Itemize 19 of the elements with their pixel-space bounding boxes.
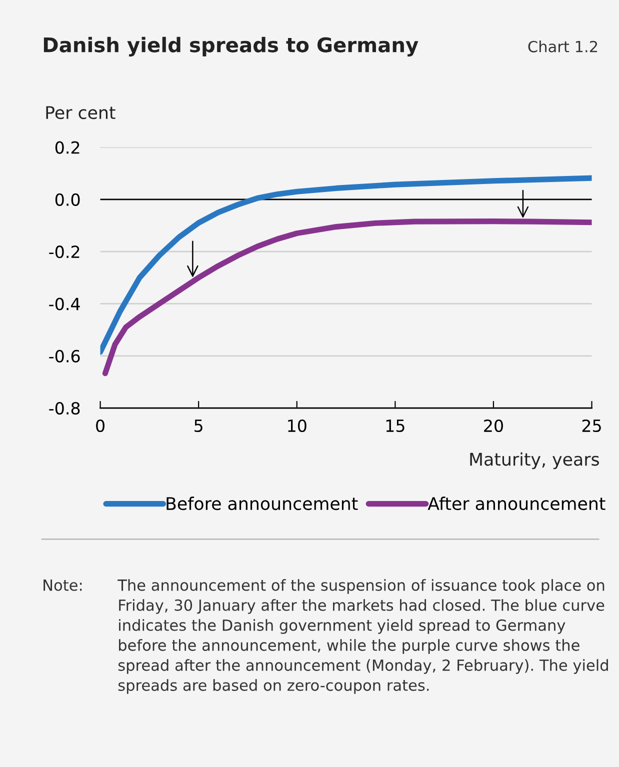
x-axis-title: Maturity, years [470,452,599,470]
y-tick-label: -0.8 [49,402,80,415]
x-tick-label: 5 [194,420,202,432]
x-tick-label: 15 [386,420,404,432]
legend-label: After announcement [428,496,606,510]
caption: Chart 1.2 [528,40,598,52]
x-tick-label: 25 [582,419,601,432]
y-tick-label: 0.0 [55,193,80,206]
chart-title: Danish yield spreads to Germany [44,36,418,56]
x-tick-label: 20 [484,419,503,432]
y-tick-label: 0.2 [55,141,80,154]
y-tick-label: -0.2 [49,246,80,258]
y-axis-title: Per cent [46,106,116,120]
y-tick-label: -0.6 [49,350,80,362]
x-tick-label: 10 [288,419,306,432]
x-tick-label: 0 [96,419,104,432]
legend-label: Before announcement [166,496,358,510]
y-tick-label: -0.4 [49,298,80,310]
text: Note: The announcement of the suspension of issuance took place on Friday, 30 January after the markets had closed. The blue curve indicates the Danish government yield spread to Germany before the announcement, while the purple curve shows the spread after the announcement (Monday, 2 February). The yield spreads are based on zero-coupon rates. [44,579,608,694]
